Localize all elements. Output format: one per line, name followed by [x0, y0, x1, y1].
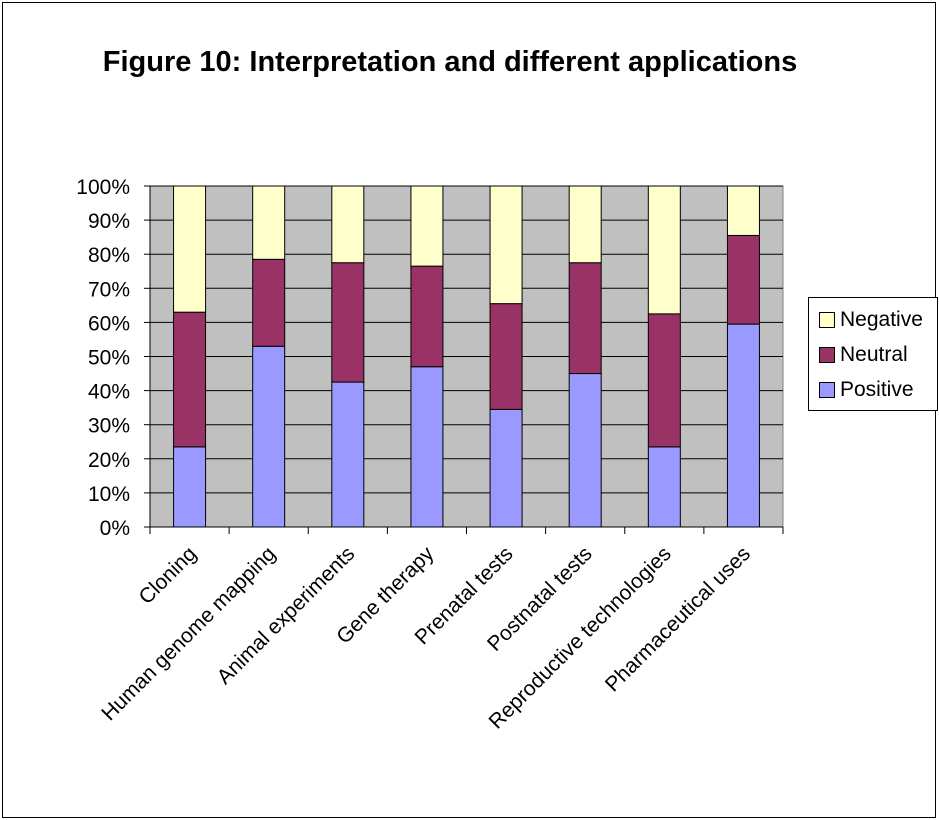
y-tick-label: 80%: [88, 244, 130, 267]
y-tick-label: 60%: [88, 312, 130, 335]
bar-neutral-2: [252, 258, 286, 347]
bar-neutral-6: [568, 262, 602, 375]
x-tick-label: Animal experiments: [213, 542, 360, 689]
bar-neutral-7: [647, 313, 681, 448]
legend-label-neutral: Neutral: [840, 343, 908, 366]
bar-neutral-5: [489, 303, 523, 410]
legend-item-negative: Negative: [819, 306, 923, 334]
legend-label-positive: Positive: [840, 378, 914, 401]
bar-positive-2: [252, 345, 286, 528]
x-tick-label: Pharmaceutical uses: [601, 542, 755, 696]
x-tick-label: Cloning: [134, 542, 201, 609]
bar-negative-2: [252, 185, 286, 260]
bar-neutral-8: [726, 234, 760, 325]
bar-neutral-4: [410, 265, 444, 368]
y-tick-label: 10%: [88, 483, 130, 506]
y-tick-label: 90%: [88, 210, 130, 233]
y-tick-label: 20%: [88, 449, 130, 472]
bar-negative-4: [410, 185, 444, 267]
bar-neutral-3: [331, 262, 365, 383]
y-tick-label: 100%: [76, 176, 130, 199]
bar-negative-3: [331, 185, 365, 264]
bar-positive-5: [489, 408, 523, 528]
chart-title: Figure 10: Interpretation and different …: [102, 46, 798, 78]
y-tick-label: 70%: [88, 278, 130, 301]
bar-negative-1: [173, 185, 207, 313]
y-tick-label: 40%: [88, 381, 130, 404]
chart-legend: Negative Neutral Positive: [808, 297, 938, 411]
bar-neutral-1: [173, 311, 207, 448]
legend-label-negative: Negative: [840, 308, 923, 331]
bar-negative-7: [647, 185, 681, 315]
bar-negative-8: [726, 185, 760, 236]
legend-item-neutral: Neutral: [819, 341, 908, 369]
bar-positive-8: [726, 323, 760, 528]
y-tick-label: 30%: [88, 415, 130, 438]
y-tick-label: 50%: [88, 347, 130, 370]
bar-positive-4: [410, 366, 444, 528]
legend-item-positive: Positive: [819, 376, 914, 404]
y-tick-label: 0%: [100, 517, 130, 540]
bar-positive-3: [331, 381, 365, 528]
legend-swatch-neutral: [819, 347, 835, 363]
legend-swatch-negative: [819, 312, 835, 328]
legend-swatch-positive: [819, 382, 835, 398]
bar-positive-7: [647, 446, 681, 528]
bar-positive-1: [173, 446, 207, 528]
bar-negative-5: [489, 185, 523, 305]
bar-negative-6: [568, 185, 602, 264]
bar-positive-6: [568, 373, 602, 528]
